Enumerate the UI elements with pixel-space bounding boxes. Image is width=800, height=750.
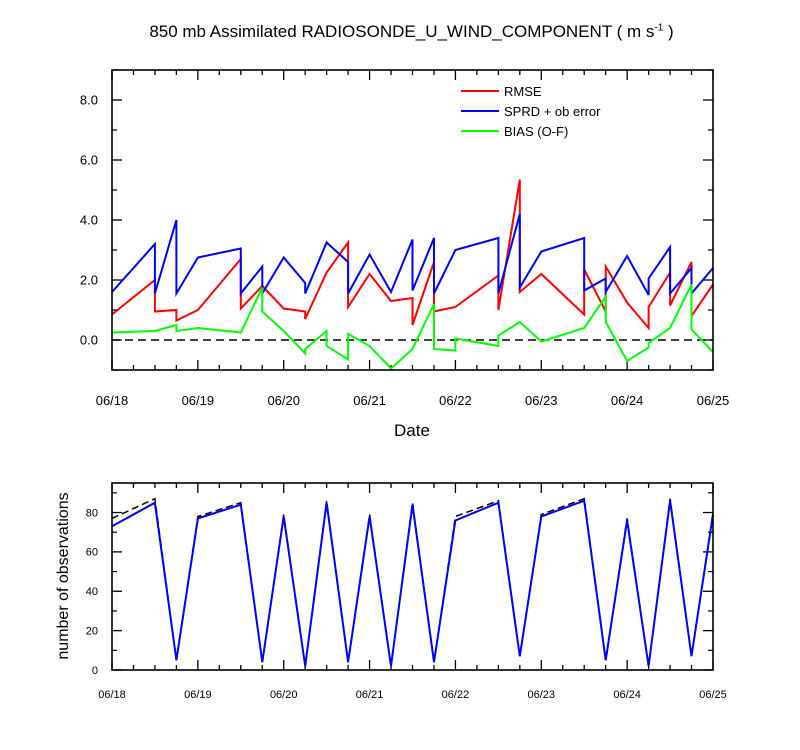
bottom-chart-tick-labels: 06/18 06/19 06/20 06/21 06/22 06/23 06/24 06/25…	[86, 507, 727, 701]
top-chart-series	[111, 179, 714, 370]
top-x-tick-label: 06/20	[267, 393, 300, 408]
top-chart-frame	[111, 69, 714, 371]
bottom-y-tick-label: 80	[86, 507, 98, 519]
bottom-chart-ylabel: number of observations	[55, 492, 72, 659]
bottom-x-tick-label: 06/21	[356, 689, 384, 701]
top-x-tick-label: 06/23	[525, 393, 558, 408]
top-x-tick-label: 06/24	[611, 393, 644, 408]
top-x-tick-label: 06/25	[697, 393, 730, 408]
chart-title-unit-exponent: -1	[654, 22, 664, 34]
bottom-x-tick-label: 06/18	[98, 689, 126, 701]
bottom-x-tick-label: 06/22	[442, 689, 470, 701]
bottom-x-tick-label: 06/20	[270, 689, 298, 701]
chart-title-text: 850 mb Assimilated RADIOSONDE_U_WIND_COM…	[149, 22, 655, 41]
top-x-tick-label: 06/19	[182, 393, 215, 408]
bottom-y-tick-label: 20	[86, 625, 98, 637]
bottom-chart-frame	[111, 482, 714, 671]
top-y-tick-label: 8.0	[80, 93, 98, 108]
bottom-series-obs-available	[111, 497, 714, 667]
legend-label-bias: BIAS (O-F)	[504, 124, 568, 139]
bottom-y-tick-label: 60	[86, 547, 98, 559]
top-chart-tick-labels: 06/18 06/19 06/20 06/21 06/22 06/23 06/24 06/25…	[80, 93, 729, 408]
top-x-tick-label: 06/18	[96, 393, 129, 408]
top-x-tick-label: 06/22	[439, 393, 472, 408]
top-series-sprd-ob-error	[111, 213, 714, 298]
top-y-tick-label: 4.0	[80, 213, 98, 228]
top-y-tick-label: 2.0	[80, 273, 98, 288]
bottom-chart-series	[111, 497, 714, 667]
bottom-x-tick-label: 06/25	[699, 689, 727, 701]
bottom-series-obs-assimilated	[111, 499, 714, 667]
chart-title: 850 mb Assimilated RADIOSONDE_U_WIND_COM…	[0, 22, 800, 42]
top-y-tick-label: 0.0	[80, 333, 98, 348]
top-y-tick-label: 6.0	[80, 153, 98, 168]
top-series-bias-o-f	[111, 284, 714, 370]
bottom-y-tick-label: 40	[86, 586, 98, 598]
top-chart-xlabel: Date	[394, 421, 430, 440]
bottom-x-tick-label: 06/19	[184, 689, 212, 701]
top-x-tick-label: 06/21	[353, 393, 386, 408]
bottom-y-tick-label: 0	[92, 665, 98, 677]
legend: RMSE SPRD + ob error BIAS (O-F)	[461, 84, 601, 139]
legend-label-sprd: SPRD + ob error	[504, 104, 601, 119]
bottom-x-tick-label: 06/24	[613, 689, 641, 701]
legend-label-rmse: RMSE	[504, 84, 542, 99]
chart-title-suffix: )	[663, 22, 674, 41]
bottom-x-tick-label: 06/23	[528, 689, 556, 701]
